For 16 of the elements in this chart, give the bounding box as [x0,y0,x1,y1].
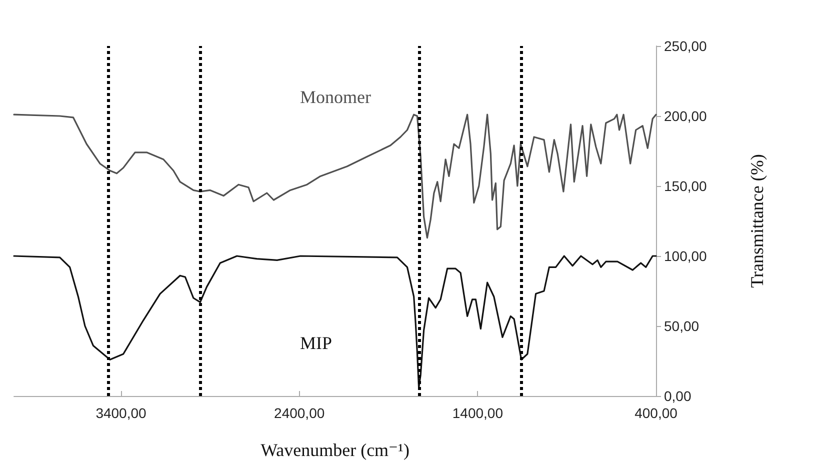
text: Monomer [300,87,371,107]
y-tick-label: 50,00 [664,318,700,334]
y-tick-label: 250,00 [664,38,708,54]
y-axis-title: Transmittance (%) [747,154,767,288]
y-tick-label: 100,00 [664,248,708,264]
x-axis-title: Wavenumber (cm⁻¹) [260,440,410,460]
line-series [13,255,657,388]
x-tick-label: 3400,00 [96,405,147,421]
y-tick-label: 150,00 [664,178,708,194]
x-tick-label: 1400,00 [452,405,504,421]
text: MIP [300,333,332,353]
y-tick-label: 200,00 [664,108,708,124]
y-tick-label: 0,00 [664,388,692,404]
x-tick-label: 2400,00 [274,405,325,421]
line-series [13,114,657,239]
x-tick-label: 400,00 [634,405,678,421]
